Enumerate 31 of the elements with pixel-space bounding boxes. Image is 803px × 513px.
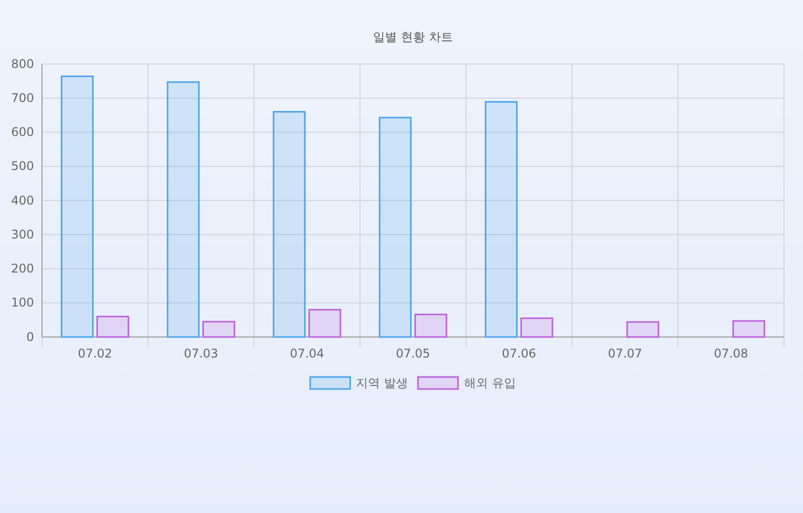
bar — [626, 321, 660, 338]
bar — [272, 111, 306, 338]
bar — [378, 116, 412, 338]
bar — [414, 314, 448, 338]
y-tick-label: 800 — [11, 56, 34, 71]
y-tick-label: 700 — [11, 90, 34, 105]
x-tick-label: 07.08 — [714, 346, 748, 361]
x-tick-label: 07.06 — [502, 346, 536, 361]
bar — [202, 320, 236, 338]
x-tick-label: 07.07 — [608, 346, 642, 361]
x-tick-label: 07.05 — [396, 346, 430, 361]
legend-label: 해외 유입 — [464, 376, 516, 390]
y-tick-label: 600 — [11, 125, 34, 140]
bar — [166, 81, 200, 338]
y-tick-label: 200 — [11, 262, 34, 276]
bar — [308, 308, 342, 338]
bar — [60, 76, 94, 338]
bar — [520, 317, 554, 338]
y-tick-label: 300 — [11, 227, 34, 242]
legend-label: 지역 발생 — [356, 376, 408, 390]
chart-title: 일별 현황 차트 — [373, 30, 453, 44]
y-tick-label: 0 — [26, 330, 34, 344]
bar — [732, 320, 766, 338]
x-tick-label: 07.02 — [78, 346, 112, 361]
y-tick-label: 100 — [11, 296, 34, 310]
bar — [96, 316, 130, 338]
y-tick-label: 500 — [11, 159, 34, 174]
x-tick-label: 07.04 — [290, 346, 324, 361]
y-tick-label: 400 — [11, 193, 34, 208]
bar — [484, 101, 518, 338]
x-tick-label: 07.03 — [184, 346, 218, 361]
